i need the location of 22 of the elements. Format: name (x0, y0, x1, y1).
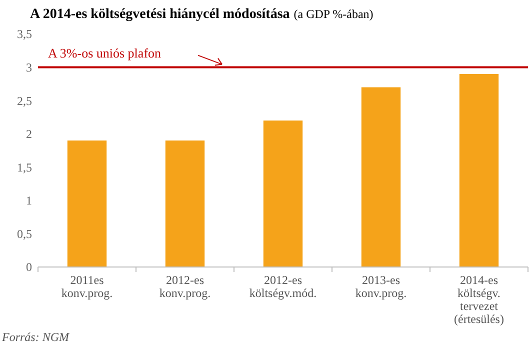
x-tick-label: 2012-es költségv.mód. (249, 273, 317, 300)
y-tick-label: 0,5 (17, 226, 32, 241)
bar (459, 74, 499, 267)
x-tick-label: 2011es konv.prog. (61, 273, 113, 300)
y-tick-label: 0 (26, 260, 32, 274)
x-tick-label: 2013-es konv.prog. (355, 273, 407, 300)
ref-line-label: A 3%-os uniós plafon (48, 45, 162, 60)
y-tick-label: 2 (26, 127, 32, 142)
y-tick-label: 2,5 (17, 94, 32, 108)
x-tick-label: 2014-es költségv. tervezet (értesülés) (454, 273, 504, 326)
bar (165, 140, 205, 267)
y-tick-label: 1 (26, 194, 32, 208)
y-tick-label: 3,5 (17, 27, 32, 42)
y-tick-label: 1,5 (17, 160, 32, 174)
bar (263, 120, 303, 267)
chart-subtitle: (a GDP %-ában) (294, 7, 374, 21)
bar (361, 87, 401, 267)
chart-title: A 2014-es költségvetési hiánycél módosítása (30, 7, 290, 22)
bar (67, 140, 107, 267)
y-tick-label: 3 (26, 60, 32, 74)
x-tick-label: 2012-es konv.prog. (159, 273, 211, 300)
text: Forrás: NGM (1, 330, 70, 344)
